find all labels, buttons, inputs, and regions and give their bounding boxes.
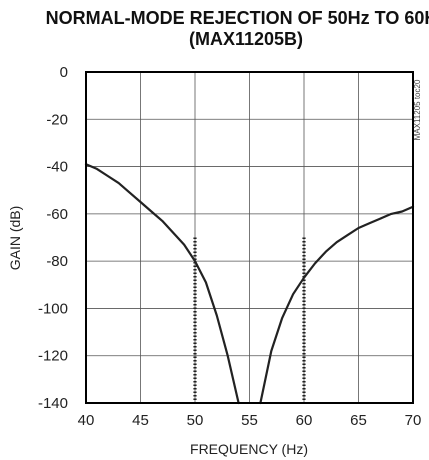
y-tick-label: -140 (38, 395, 68, 412)
x-axis-label: FREQUENCY (Hz) (190, 441, 308, 457)
x-tick-label: 50 (187, 412, 204, 429)
x-tick-label: 70 (405, 412, 422, 429)
series-line-segment-2 (259, 205, 415, 405)
y-tick-label: -40 (46, 159, 68, 176)
y-tick-label: -60 (46, 206, 68, 223)
x-tick-label: 60 (296, 412, 313, 429)
x-tick-label: 65 (350, 412, 367, 429)
plot-frame (85, 71, 414, 404)
chart-subtitle: (MAX11205B) (189, 29, 303, 49)
y-tick-label: -80 (46, 253, 68, 270)
y-tick-label: -100 (38, 300, 68, 317)
y-tick-label: 0 (60, 64, 68, 81)
x-tick-labels: 40 45 50 55 60 65 70 (78, 412, 422, 429)
figure-id: MAX11205 toc20 (413, 79, 422, 140)
x-tick-label: 45 (132, 412, 149, 429)
x-tick-label: 40 (78, 412, 95, 429)
y-axis-label: GAIN (dB) (7, 206, 23, 271)
series-line-segment-1 (84, 163, 240, 405)
y-tick-labels: 0 -20 -40 -60 -80 -100 -120 -140 (38, 64, 68, 412)
chart-title: NORMAL-MODE REJECTION OF 50Hz TO 60Hz (46, 8, 429, 28)
y-tick-label: -20 (46, 111, 68, 128)
x-tick-label: 55 (241, 412, 258, 429)
plot-area (84, 163, 415, 405)
grid (86, 72, 413, 403)
y-tick-label: -120 (38, 348, 68, 365)
